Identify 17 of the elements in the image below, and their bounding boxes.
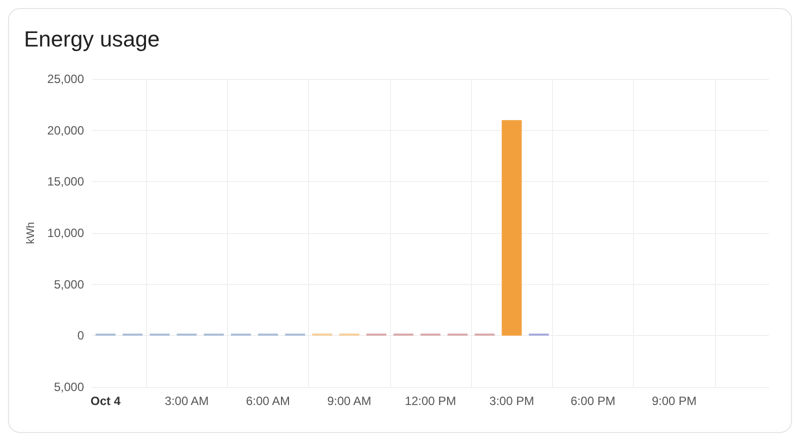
- y-tick-label: 25,000: [47, 72, 84, 86]
- x-tick-label: 9:00 PM: [652, 394, 697, 408]
- x-tick-label: 9:00 AM: [327, 394, 372, 408]
- y-tick-label: 5,000: [54, 277, 84, 292]
- y-tick-label: 5,000: [54, 380, 84, 394]
- x-tick-label: Oct 4: [90, 394, 121, 408]
- x-tick-label: 6:00 PM: [570, 394, 616, 408]
- y-axis-title: kWh: [24, 222, 37, 244]
- x-tick-label: 6:00 AM: [246, 394, 290, 408]
- y-tick-label: 15,000: [47, 174, 84, 189]
- x-tick-label: 3:00 PM: [489, 394, 534, 408]
- x-tick-label: 3:00 AM: [164, 394, 209, 408]
- y-tick-label: 20,000: [47, 123, 84, 138]
- y-tick-label: 10,000: [47, 226, 84, 240]
- y-tick-label: 0: [77, 328, 84, 343]
- chart-title: Energy usage: [24, 26, 160, 52]
- x-tick-label: 12:00 PM: [404, 394, 456, 408]
